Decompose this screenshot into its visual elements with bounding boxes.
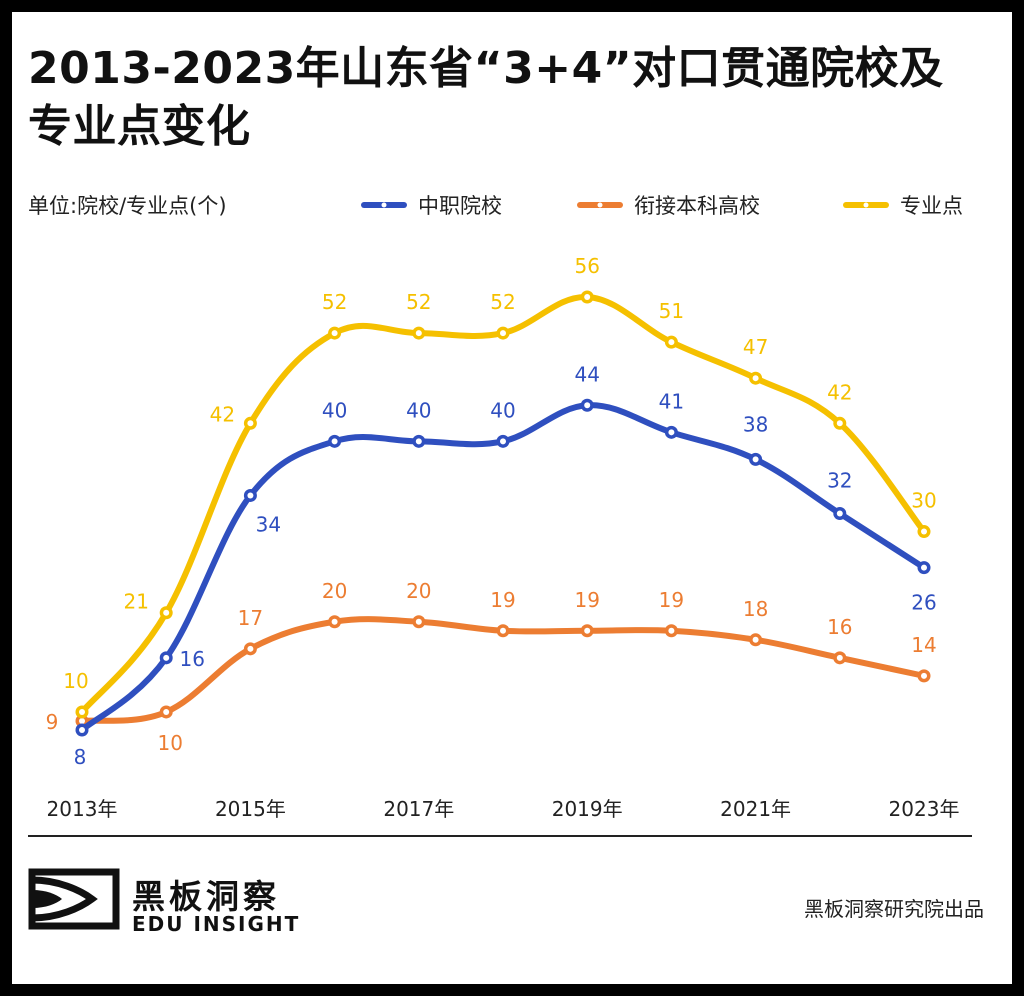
data-label: 10 [157, 731, 182, 755]
data-label: 17 [238, 606, 263, 630]
data-label: 20 [406, 579, 431, 603]
data-label: 41 [659, 389, 684, 413]
data-label: 30 [911, 489, 936, 513]
data-label: 42 [827, 380, 852, 404]
data-point-center [500, 627, 506, 634]
legend-line-icon [843, 202, 889, 208]
data-label: 19 [490, 588, 515, 612]
data-label: 40 [322, 398, 347, 422]
data-label: 51 [659, 299, 684, 323]
data-label: 52 [490, 290, 515, 314]
data-point-center [79, 708, 85, 715]
brand-name-cn: 黑板洞察 [132, 877, 280, 916]
data-point-center [163, 708, 170, 715]
data-label: 26 [911, 591, 936, 615]
legend-item-university: 衔接本科高校 [576, 190, 760, 220]
data-point-center [668, 429, 675, 436]
data-point-center [836, 510, 843, 517]
data-label: 18 [743, 597, 768, 621]
x-tick-label: 2019年 [552, 797, 623, 821]
data-point-center [500, 330, 506, 337]
data-label: 16 [179, 647, 204, 671]
data-point-center [668, 627, 675, 634]
chart-title: 2013-2023年山东省“3+4”对口贯通院校及专业点变化 [28, 43, 944, 152]
data-point-center [79, 727, 85, 733]
data-label: 8 [74, 745, 87, 769]
data-point-center [163, 609, 170, 616]
data-label: 20 [322, 579, 347, 603]
unit-label: 单位:院校/专业点(个) [28, 194, 227, 218]
data-point-center [79, 717, 85, 724]
data-point-center [415, 438, 422, 445]
data-point-center [415, 330, 422, 337]
brand-name-en: EDU INSIGHT [132, 912, 301, 936]
x-tick-label: 2015年 [215, 797, 286, 821]
eye-in-square-icon [28, 868, 120, 930]
data-label: 10 [63, 669, 88, 693]
data-label: 14 [911, 633, 936, 657]
data-label: 16 [827, 615, 852, 639]
data-point-center [331, 330, 338, 337]
data-label: 9 [46, 710, 59, 734]
data-label: 47 [743, 335, 768, 359]
data-point-center [247, 420, 254, 427]
data-label: 52 [322, 290, 347, 314]
data-label: 32 [827, 469, 852, 493]
data-label: 38 [743, 412, 768, 436]
data-point-center [500, 438, 506, 445]
card-background [12, 12, 1012, 984]
data-point-center [836, 654, 843, 661]
x-tick-label: 2021年 [720, 797, 791, 821]
footer-divider [28, 835, 972, 837]
x-tick-label: 2017年 [383, 797, 454, 821]
legend-line-icon [361, 202, 407, 208]
data-label: 40 [490, 398, 515, 422]
legend-item-vocational: 中职院校 [360, 190, 502, 220]
legend-item-majors: 专业点 [842, 190, 963, 220]
x-tick-label: 2023年 [889, 797, 960, 821]
legend-line-icon [577, 202, 623, 208]
data-point-center [163, 654, 170, 661]
data-point-center [584, 402, 591, 409]
data-label: 44 [574, 362, 599, 386]
series-line-2 [79, 293, 927, 715]
data-point-center [415, 618, 422, 625]
data-label: 40 [406, 398, 431, 422]
credit-text: 黑板洞察研究院出品 [804, 897, 984, 921]
legend-label: 专业点 [900, 194, 963, 218]
data-point-center [584, 294, 591, 300]
legend-label: 中职院校 [418, 194, 502, 218]
data-label: 56 [574, 254, 599, 278]
x-tick-label: 2013年 [47, 797, 118, 821]
data-point-center [752, 375, 759, 382]
data-label: 19 [659, 588, 684, 612]
data-point-center [331, 438, 338, 445]
data-point-center [752, 456, 759, 463]
data-point-center [921, 564, 927, 571]
data-point-center [921, 672, 927, 679]
data-point-center [247, 492, 254, 499]
data-point-center [584, 627, 591, 634]
data-point-center [668, 339, 675, 346]
data-label: 19 [574, 588, 599, 612]
legend-label: 衔接本科高校 [634, 194, 760, 218]
data-point-center [921, 528, 927, 535]
data-point-center [331, 618, 338, 625]
data-label: 21 [123, 590, 148, 614]
data-point-center [247, 645, 254, 652]
data-label: 34 [256, 512, 281, 536]
data-label: 42 [210, 402, 235, 426]
data-point-center [836, 420, 843, 427]
series-line-0 [79, 402, 927, 733]
data-label: 52 [406, 290, 431, 314]
data-point-center [752, 636, 759, 643]
